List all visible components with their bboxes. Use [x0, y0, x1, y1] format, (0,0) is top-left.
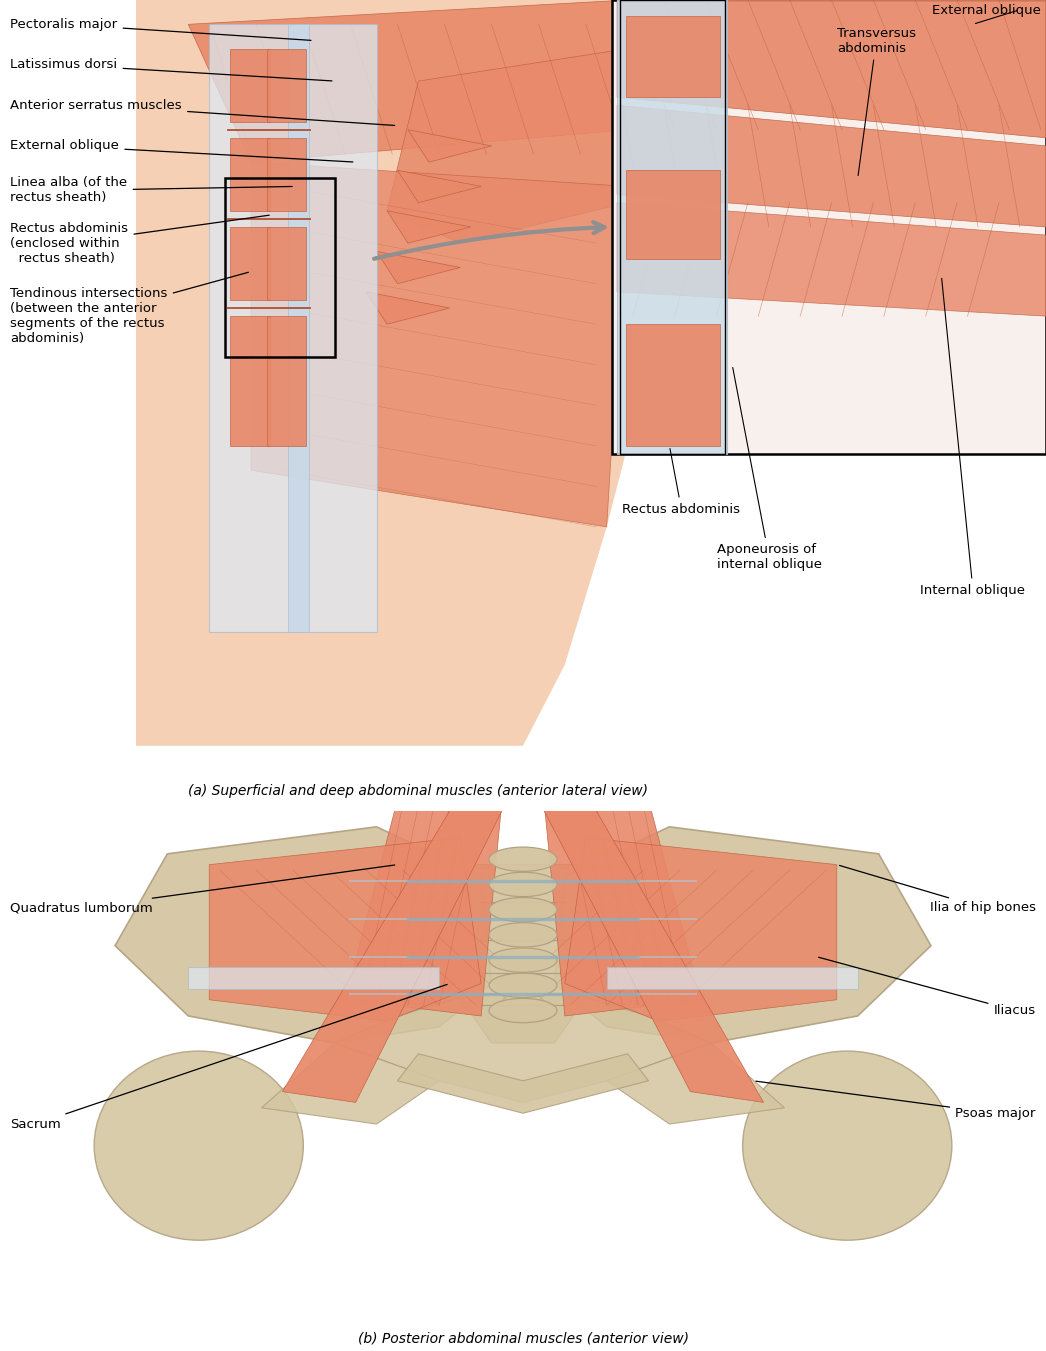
- Text: Iliacus: Iliacus: [819, 958, 1036, 1017]
- Polygon shape: [607, 967, 858, 989]
- Text: Anterior serratus muscles: Anterior serratus muscles: [10, 99, 394, 126]
- Polygon shape: [408, 130, 492, 162]
- Polygon shape: [544, 800, 701, 1016]
- Polygon shape: [565, 838, 837, 1021]
- Polygon shape: [230, 227, 270, 300]
- Text: (b) Posterior abdominal muscles (anterior view): (b) Posterior abdominal muscles (anterio…: [358, 1332, 688, 1346]
- Text: Psoas major: Psoas major: [756, 1081, 1036, 1120]
- Text: Aponeurosis of
internal oblique: Aponeurosis of internal oblique: [717, 367, 821, 571]
- Polygon shape: [366, 292, 450, 324]
- Ellipse shape: [488, 973, 556, 997]
- Polygon shape: [387, 49, 628, 243]
- Polygon shape: [544, 811, 764, 1102]
- Text: Pectoralis major: Pectoralis major: [10, 18, 311, 41]
- Text: External oblique: External oblique: [932, 4, 1041, 18]
- Polygon shape: [397, 1054, 649, 1113]
- Polygon shape: [230, 49, 270, 122]
- Ellipse shape: [488, 873, 556, 897]
- Ellipse shape: [743, 1051, 952, 1240]
- Polygon shape: [612, 0, 1046, 454]
- Polygon shape: [617, 105, 1046, 227]
- Polygon shape: [607, 1043, 784, 1124]
- Polygon shape: [335, 994, 711, 1102]
- Polygon shape: [267, 227, 306, 300]
- Ellipse shape: [488, 998, 556, 1023]
- Ellipse shape: [488, 897, 556, 921]
- Polygon shape: [267, 316, 306, 446]
- Ellipse shape: [488, 847, 556, 871]
- Text: (a) Superficial and deep abdominal muscles (anterior lateral view): (a) Superficial and deep abdominal muscl…: [188, 785, 649, 798]
- Polygon shape: [188, 967, 439, 989]
- Polygon shape: [209, 838, 481, 1021]
- Polygon shape: [626, 324, 720, 446]
- Text: Rectus abdominis
(enclosed within
  rectus sheath): Rectus abdominis (enclosed within rectus…: [10, 215, 269, 265]
- Polygon shape: [377, 251, 460, 284]
- Polygon shape: [626, 170, 720, 259]
- Polygon shape: [626, 16, 720, 97]
- Polygon shape: [115, 827, 492, 1043]
- Text: Quadratus lumborum: Quadratus lumborum: [10, 865, 394, 915]
- Polygon shape: [188, 0, 628, 162]
- Polygon shape: [345, 800, 502, 1016]
- Ellipse shape: [488, 923, 556, 947]
- Polygon shape: [450, 865, 596, 1043]
- Polygon shape: [251, 162, 628, 527]
- Ellipse shape: [488, 948, 556, 973]
- Text: Transversus
abdominis: Transversus abdominis: [837, 27, 916, 176]
- Polygon shape: [617, 0, 1046, 138]
- Text: Internal oblique: Internal oblique: [920, 278, 1025, 597]
- Polygon shape: [617, 203, 1046, 316]
- Polygon shape: [397, 170, 481, 203]
- Polygon shape: [209, 24, 377, 632]
- Text: Sacrum: Sacrum: [10, 985, 447, 1131]
- Text: Ilia of hip bones: Ilia of hip bones: [840, 866, 1036, 915]
- Polygon shape: [230, 316, 270, 446]
- Polygon shape: [230, 138, 270, 211]
- Polygon shape: [282, 811, 502, 1102]
- Polygon shape: [288, 24, 309, 632]
- Ellipse shape: [94, 1051, 303, 1240]
- Polygon shape: [267, 49, 306, 122]
- Text: Rectus abdominis: Rectus abdominis: [622, 449, 741, 516]
- Polygon shape: [554, 827, 931, 1043]
- Text: Tendinous intersections
(between the anterior
segments of the rectus
abdominis): Tendinous intersections (between the ant…: [10, 273, 248, 345]
- Text: External oblique: External oblique: [10, 139, 353, 162]
- Polygon shape: [136, 0, 649, 746]
- Polygon shape: [267, 138, 306, 211]
- Polygon shape: [262, 1043, 439, 1124]
- Polygon shape: [617, 0, 727, 454]
- Text: Linea alba (of the
rectus sheath): Linea alba (of the rectus sheath): [10, 177, 292, 204]
- Polygon shape: [387, 211, 471, 243]
- Text: Latissimus dorsi: Latissimus dorsi: [10, 58, 332, 81]
